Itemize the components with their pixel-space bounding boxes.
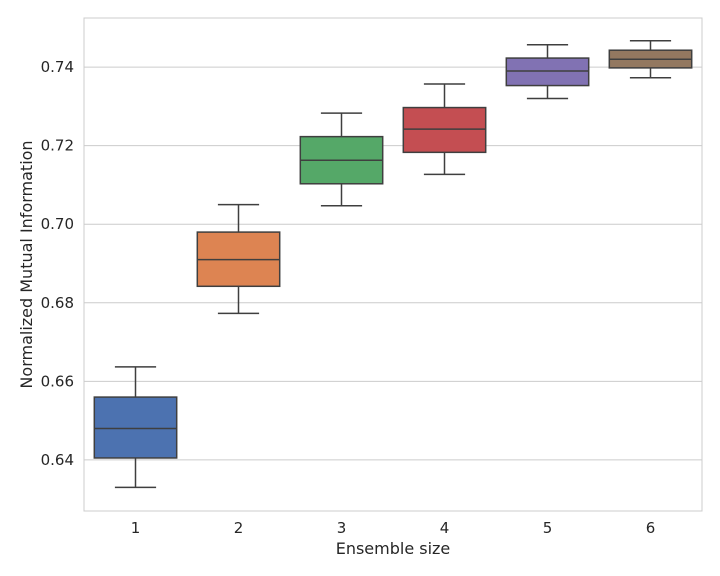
x-tick-label: 6: [646, 519, 656, 537]
y-tick-label: 0.70: [41, 215, 74, 233]
box-group-4: [402, 83, 487, 176]
y-tick-label: 0.72: [41, 137, 74, 155]
x-axis-ticks: 1 2 3 4 5 6: [131, 519, 656, 537]
box-group-3: [299, 112, 384, 207]
x-tick-label: 4: [440, 519, 450, 537]
x-tick-label: 1: [131, 519, 141, 537]
y-axis-ticks: 0.64 0.66 0.68 0.70 0.72 0.74: [41, 58, 74, 469]
box-iqr: [93, 396, 178, 459]
box-iqr: [402, 106, 487, 154]
x-tick-label: 5: [543, 519, 553, 537]
y-tick-label: 0.68: [41, 294, 74, 312]
box-group-6: [608, 40, 693, 79]
x-tick-label: 3: [337, 519, 347, 537]
y-axis-label: Normalized Mutual Information: [17, 140, 36, 388]
y-tick-label: 0.74: [41, 58, 74, 76]
y-tick-label: 0.66: [41, 372, 74, 390]
box-group-2: [196, 203, 281, 315]
x-tick-label: 2: [234, 519, 244, 537]
x-axis-label: Ensemble size: [336, 539, 451, 558]
box-group-5: [505, 43, 590, 100]
gridlines: [84, 66, 702, 461]
boxes: [93, 40, 693, 489]
y-tick-label: 0.64: [41, 451, 74, 469]
box-group-1: [93, 366, 178, 489]
plot-frame: [83, 17, 703, 512]
box-iqr: [505, 57, 590, 87]
